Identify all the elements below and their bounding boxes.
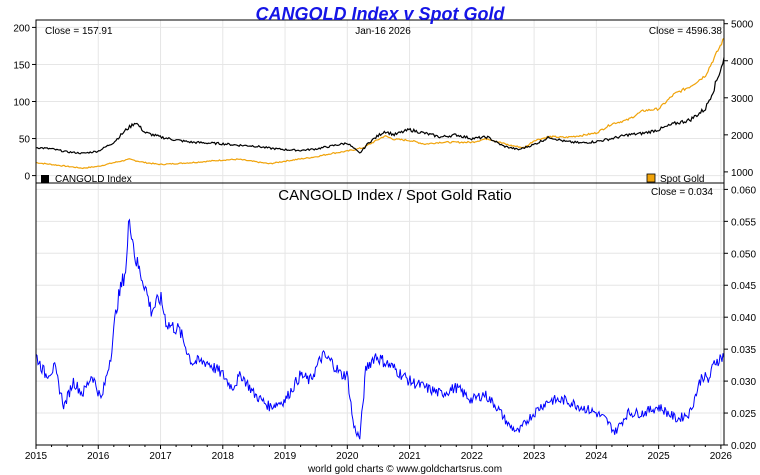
ratio-close-label: Close = 0.034 bbox=[651, 187, 713, 198]
x-tick-label: 2015 bbox=[25, 451, 48, 462]
top-panel-grid bbox=[35, 20, 724, 183]
top-left-axis: 0 50 100 150 200 bbox=[13, 23, 36, 183]
ratio-tick-label: 0.035 bbox=[731, 345, 756, 356]
x-tick-label: 2017 bbox=[149, 451, 172, 462]
x-tick-label: 2023 bbox=[523, 451, 546, 462]
x-tick-label: 2016 bbox=[87, 451, 110, 462]
ratio-title: CANGOLD Index / Spot Gold Ratio bbox=[278, 187, 511, 204]
ratio-tick-label: 0.020 bbox=[731, 441, 756, 452]
ratio-tick-label: 0.055 bbox=[731, 217, 756, 228]
gold-close-label: Close = 4596.38 bbox=[649, 26, 723, 37]
ratio-tick-label: 0.040 bbox=[731, 313, 756, 324]
y-left-tick-label: 200 bbox=[13, 23, 30, 34]
y-right-tick-label: 1000 bbox=[731, 168, 754, 179]
date-label: Jan-16 2026 bbox=[355, 26, 411, 37]
y-left-tick-label: 100 bbox=[13, 98, 30, 109]
y-left-tick-label: 50 bbox=[19, 135, 31, 146]
y-left-tick-label: 150 bbox=[13, 60, 30, 71]
x-tick-label: 2024 bbox=[585, 451, 608, 462]
y-right-tick-label: 3000 bbox=[731, 94, 754, 105]
y-right-tick-label: 2000 bbox=[731, 131, 754, 142]
bottom-right-axis: 0.020 0.025 0.030 0.035 0.040 0.045 0.050 0.055… bbox=[724, 185, 756, 452]
ratio-line bbox=[35, 218, 725, 440]
footer-credit: world gold charts © www.goldchartsrus.co… bbox=[307, 464, 502, 475]
cangold-index-line bbox=[35, 57, 725, 155]
x-tick-label: 2018 bbox=[212, 451, 235, 462]
top-right-axis: 1000 2000 3000 4000 5000 bbox=[724, 20, 754, 179]
bottom-panel-frame bbox=[35, 182, 725, 446]
ratio-tick-label: 0.050 bbox=[731, 249, 756, 260]
gold-legend-swatch bbox=[646, 173, 656, 183]
gold-legend-label: Spot Gold bbox=[660, 174, 704, 185]
bottom-panel-grid bbox=[35, 183, 724, 446]
y-right-tick-label: 4000 bbox=[731, 57, 754, 68]
x-tick-label: 2022 bbox=[461, 451, 484, 462]
spot-gold-line bbox=[35, 37, 725, 170]
x-tick-label: 2019 bbox=[274, 451, 297, 462]
x-axis: 2015 2016 2017 2018 2019 2020 2021 2022 2023 2024… bbox=[25, 445, 733, 462]
cangold-close-label: Close = 157.91 bbox=[45, 26, 113, 37]
x-tick-label: 2025 bbox=[647, 451, 670, 462]
y-right-tick-label: 5000 bbox=[731, 20, 754, 31]
x-tick-label: 2021 bbox=[398, 451, 421, 462]
cangold-legend-label: CANGOLD Index bbox=[55, 174, 132, 185]
ratio-tick-label: 0.025 bbox=[731, 409, 756, 420]
x-tick-label: 2026 bbox=[710, 451, 733, 462]
ratio-tick-label: 0.060 bbox=[731, 185, 756, 196]
cangold-legend-swatch bbox=[41, 175, 49, 183]
ratio-tick-label: 0.045 bbox=[731, 281, 756, 292]
x-tick-label: 2020 bbox=[336, 451, 359, 462]
y-left-tick-label: 0 bbox=[24, 172, 30, 183]
chart-title: CANGOLD Index v Spot Gold bbox=[255, 4, 505, 24]
ratio-tick-label: 0.030 bbox=[731, 377, 756, 388]
